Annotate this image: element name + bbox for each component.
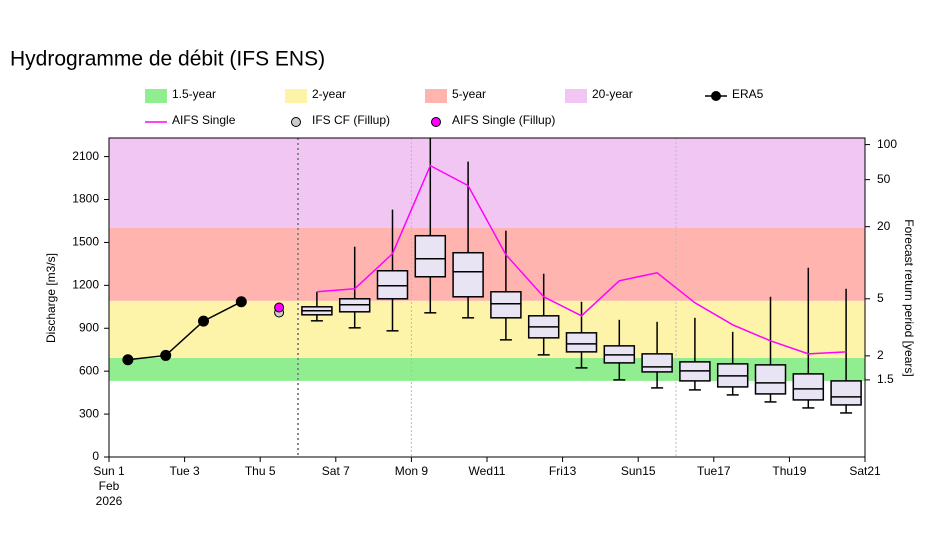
legend-swatch — [285, 89, 307, 103]
series-marker — [122, 354, 134, 366]
legend-label: AIFS Single (Fillup) — [452, 113, 555, 127]
x-tick-label: Sun15 — [621, 464, 656, 478]
x-tick-sublabel: Feb — [99, 479, 120, 493]
x-tick-label: Sat21 — [849, 464, 881, 478]
return-period-band — [109, 138, 865, 228]
y2-tick-label: 2 — [877, 348, 884, 362]
series-marker — [198, 315, 209, 327]
legend-label: IFS CF (Fillup) — [312, 113, 390, 127]
legend-swatch — [565, 89, 587, 103]
series-line — [127, 301, 242, 361]
legend-marker — [431, 117, 441, 127]
x-tick-label: Sun 1 — [93, 464, 125, 478]
return-period-band — [109, 300, 865, 358]
y-tick-label: 300 — [79, 406, 99, 420]
y2-axis-label: Forecast return period [years] — [902, 219, 916, 376]
y-axis-label: Discharge [m3/s] — [44, 253, 58, 343]
series-line — [316, 164, 847, 355]
legend-label: 2-year — [312, 87, 346, 101]
legend-label: AIFS Single — [172, 113, 236, 127]
x-tick-label: Tue 3 — [169, 464, 200, 478]
y-tick-label: 1200 — [72, 278, 99, 292]
box — [830, 380, 862, 406]
x-tick-label: Tue17 — [697, 464, 731, 478]
legend-marker — [291, 117, 301, 127]
box — [792, 373, 825, 401]
plot-area — [109, 138, 865, 457]
series-marker — [235, 296, 247, 308]
x-tick-label: Wed11 — [469, 464, 506, 478]
series-marker — [274, 302, 285, 313]
y2-tick-label: 20 — [877, 219, 891, 233]
y2-tick-label: 1.5 — [877, 372, 894, 386]
legend-label: 1.5-year — [172, 87, 216, 101]
legend-marker — [711, 91, 721, 101]
y-tick-label: 900 — [79, 320, 99, 334]
legend-swatch — [425, 89, 447, 103]
y-tick-label: 1800 — [72, 192, 99, 206]
box — [490, 291, 522, 319]
box — [414, 234, 447, 278]
box — [565, 332, 598, 353]
box — [376, 269, 409, 300]
x-tick-sublabel: 2026 — [96, 494, 123, 508]
y2-tick-label: 100 — [877, 137, 897, 151]
y2-tick-label: 5 — [877, 291, 884, 305]
box — [641, 353, 673, 373]
x-tick-label: Thu19 — [772, 464, 806, 478]
chart-title: Hydrogramme de débit (IFS ENS) — [10, 48, 325, 71]
y-tick-label: 0 — [92, 449, 99, 463]
box — [754, 364, 787, 395]
legend-label: ERA5 — [732, 87, 764, 101]
y-tick-label: 2100 — [72, 149, 99, 163]
x-tick-label: Mon 9 — [395, 464, 429, 478]
return-period-band — [109, 357, 865, 381]
x-tick-label: Thu 5 — [245, 464, 276, 478]
series-marker — [160, 349, 172, 361]
y-tick-label: 600 — [79, 363, 99, 377]
legend-label: 5-year — [452, 87, 486, 101]
legend-swatch — [145, 89, 167, 103]
x-tick-label: Sat 7 — [322, 464, 350, 478]
legend-label: 20-year — [592, 87, 633, 101]
box — [452, 251, 484, 298]
y2-tick-label: 50 — [877, 172, 891, 186]
return-period-band — [109, 227, 865, 301]
x-tick-label: Fri13 — [549, 464, 577, 478]
y-tick-label: 1500 — [72, 235, 99, 249]
